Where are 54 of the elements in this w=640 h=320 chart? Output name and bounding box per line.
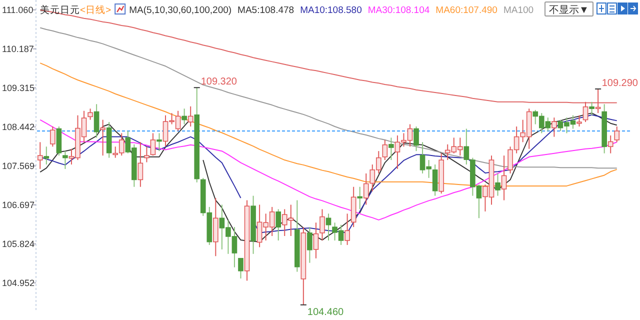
candlestick	[344, 213, 350, 246]
y-tick-label: 107.569	[2, 161, 35, 172]
candlestick	[182, 108, 187, 125]
text: MA30:108.104	[368, 5, 430, 16]
candlestick	[44, 146, 50, 165]
candlestick	[50, 126, 56, 148]
candlestick	[363, 172, 369, 206]
candlestick	[100, 119, 106, 156]
candlestick	[614, 126, 620, 143]
candlestick	[213, 198, 218, 257]
candlestick	[62, 150, 68, 170]
y-tick-label: 111.060	[2, 4, 34, 15]
annotation: 104.460	[307, 306, 344, 318]
candlestick	[388, 137, 394, 161]
candlestick	[414, 126, 419, 152]
candlestick	[276, 208, 282, 241]
candlestick	[432, 164, 438, 196]
candlestick	[320, 208, 325, 241]
legend-title: MA(5,10,30,60,100,200)	[129, 5, 232, 16]
annotation: 109.320	[200, 76, 238, 88]
text: MA100	[503, 5, 534, 16]
text: MA60:107.490	[436, 5, 498, 16]
text: MA5:108.478	[238, 5, 294, 16]
candlestick	[552, 117, 557, 138]
y-tick-label: 105.824	[2, 239, 35, 250]
line-series	[40, 119, 618, 220]
candlestick	[150, 132, 156, 156]
y-tick-label: 109.315	[2, 82, 35, 93]
candlestick	[326, 213, 332, 241]
candlestick	[238, 258, 244, 279]
candlestick	[608, 134, 614, 154]
candlestick	[144, 146, 150, 163]
annotation: 不显示▼	[549, 5, 589, 16]
candlestick	[313, 222, 319, 259]
candlestick	[188, 106, 194, 127]
y-tick-label: 104.952	[2, 278, 35, 288]
text: <日线>	[80, 4, 112, 16]
candlestick	[138, 142, 144, 188]
candlestick	[88, 108, 93, 120]
candlestick	[357, 186, 362, 210]
candlestick	[37, 142, 43, 170]
candlestick	[576, 114, 582, 127]
candlestick	[94, 104, 100, 138]
text: MA10:108.580	[300, 5, 362, 16]
y-tick-label: 108.442	[2, 122, 35, 132]
candlestick	[495, 172, 500, 196]
annotation: 109.290	[602, 78, 638, 89]
candlestick	[501, 155, 507, 201]
candlestick	[382, 139, 388, 161]
candlestick	[156, 132, 162, 152]
y-tick-label: 106.697	[2, 200, 35, 210]
candlestick	[589, 101, 594, 116]
candlestick	[307, 226, 312, 264]
y-tick-label: 110.187	[2, 44, 34, 54]
